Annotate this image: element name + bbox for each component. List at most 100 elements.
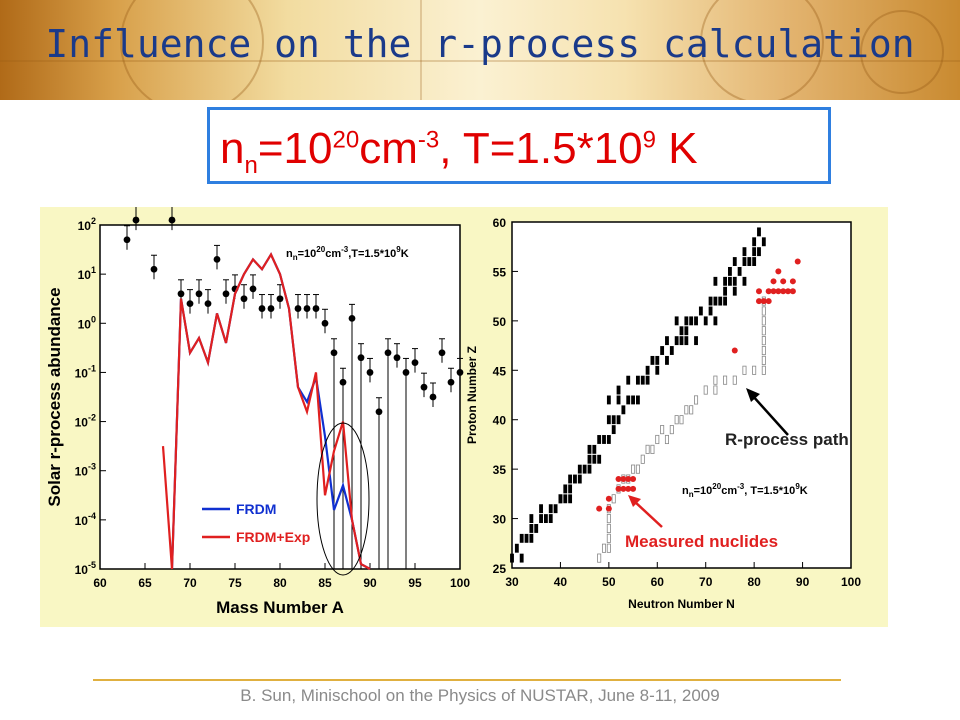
stable-nucleus-square <box>587 464 592 474</box>
solar-data-point <box>123 236 131 244</box>
stable-nucleus-square <box>597 454 602 464</box>
solar-data-point <box>384 349 392 357</box>
stable-nucleus-square <box>529 533 534 543</box>
solar-data-point <box>222 290 230 298</box>
right-x-tick-label: 100 <box>841 575 861 589</box>
left-y-tick-label: 10-1 <box>75 363 96 380</box>
r-process-path-square <box>669 425 674 435</box>
stable-nucleus-square <box>752 247 757 257</box>
formula-tail: K <box>656 124 698 173</box>
solar-data-point <box>357 354 365 362</box>
stable-nucleus-square <box>539 504 543 514</box>
right-x-tick-label: 50 <box>602 575 616 589</box>
r-process-path-square <box>650 444 655 454</box>
r-process-path-square <box>645 444 650 454</box>
stable-nucleus-square <box>539 514 543 524</box>
solar-data-point <box>132 216 140 224</box>
r-process-path-square <box>684 405 689 415</box>
solar-data-point <box>447 378 455 386</box>
stable-nucleus-square <box>606 415 611 425</box>
r-process-path-square <box>761 306 766 316</box>
solar-data-point <box>204 300 212 308</box>
solar-data-point <box>312 305 320 312</box>
stable-nucleus-square <box>723 276 728 286</box>
left-x-tick-label: 95 <box>408 576 422 590</box>
measured-nuclide-dot <box>780 288 787 295</box>
formula-tpart: , T=1.5*10 <box>439 124 643 173</box>
stable-nucleus-square <box>655 365 660 375</box>
stable-nucleus-square <box>563 494 568 504</box>
stable-nucleus-square <box>645 365 650 375</box>
stable-nucleus-square <box>665 336 669 346</box>
highlight-ellipse <box>316 422 370 576</box>
measured-nuclide-dot <box>615 485 622 492</box>
right-y-tick-label: 25 <box>493 562 507 576</box>
slide-title: Influence on the r-process calculation <box>45 22 915 66</box>
left-y-axis-label: Solar r-process abundance <box>45 287 64 506</box>
left-plot-frame <box>99 224 461 570</box>
stable-nucleus-square <box>703 316 708 326</box>
stable-nucleus-square <box>621 405 626 415</box>
r-process-path-square <box>601 543 607 553</box>
solar-data-point <box>420 383 428 391</box>
solar-data-point <box>339 378 347 386</box>
stable-nucleus-square <box>679 326 684 336</box>
stable-nucleus-square <box>713 296 718 306</box>
stable-nucleus-square <box>597 435 602 444</box>
solar-data-point <box>303 305 311 312</box>
stable-nucleus-square <box>616 385 621 395</box>
stable-nucleus-square <box>665 355 669 365</box>
solar-data-point <box>438 349 446 357</box>
right-y-tick-label: 45 <box>493 364 507 378</box>
r-process-path-square <box>703 385 708 395</box>
stable-nucleus-square <box>611 415 616 425</box>
stable-nucleus-square <box>723 296 728 306</box>
formula-exp3: 9 <box>642 126 657 154</box>
stable-nucleus-square <box>761 237 766 247</box>
right-x-tick-label: 60 <box>651 575 665 589</box>
stable-nucleus-square <box>732 286 737 296</box>
measured-nuclide-dot <box>780 278 787 285</box>
left-y-tick-label: 10-2 <box>75 413 96 430</box>
stable-nucleus-square <box>568 484 573 494</box>
r-process-path-square <box>694 395 699 405</box>
stable-nucleus-square <box>723 286 728 296</box>
right-y-tick-label: 60 <box>493 216 507 230</box>
right-x-tick-label: 30 <box>505 575 519 589</box>
stable-nucleus-square <box>524 533 529 543</box>
stable-nucleus-square <box>587 454 592 464</box>
left-x-tick-label: 80 <box>273 576 287 590</box>
measured-nuclide-dot <box>625 476 632 483</box>
right-y-tick-label: 50 <box>493 315 507 329</box>
r-process-path-square <box>689 405 694 415</box>
measured-nuclide-dot <box>770 288 777 295</box>
stable-nucleus-square <box>573 474 577 484</box>
stable-nucleus-square <box>757 247 761 257</box>
solar-data-point <box>213 256 221 263</box>
left-x-tick-label: 85 <box>318 576 332 590</box>
r-process-path-square <box>640 454 645 464</box>
stable-nucleus-square <box>582 464 587 474</box>
solar-data-point <box>375 408 383 416</box>
r-process-path-square <box>664 434 669 445</box>
r-process-path-square <box>752 365 757 375</box>
measured-nuclides-label: Measured nuclides <box>625 532 778 551</box>
measured-nuclide-dot <box>605 505 612 512</box>
measured-nuclide-dot <box>775 288 782 295</box>
r-process-path-square <box>732 375 737 385</box>
stable-nucleus-square <box>645 375 650 385</box>
measured-nuclide-dot <box>789 278 796 285</box>
stable-nucleus-square <box>519 533 524 543</box>
measured-nuclide-dot <box>630 476 637 483</box>
r-process-path-square <box>742 365 747 375</box>
left-x-axis-label: Mass Number A <box>216 598 344 617</box>
stable-nucleus-square <box>660 346 665 355</box>
stable-nucleus-square <box>548 514 553 524</box>
figure-panel: 60 65 70 75 80 85 90 95 100 10-5 10-4 10-3 10-2 10-1 1… <box>40 205 888 627</box>
left-annotation: nn=1020cm-3,T=1.5*109K <box>286 245 409 262</box>
left-y-tick-label: 10-5 <box>75 560 96 577</box>
stable-nucleus-square <box>669 346 674 355</box>
stable-nucleus-square <box>718 296 723 306</box>
stable-nucleus-square <box>519 553 524 563</box>
formula-unit: cm <box>359 124 418 173</box>
